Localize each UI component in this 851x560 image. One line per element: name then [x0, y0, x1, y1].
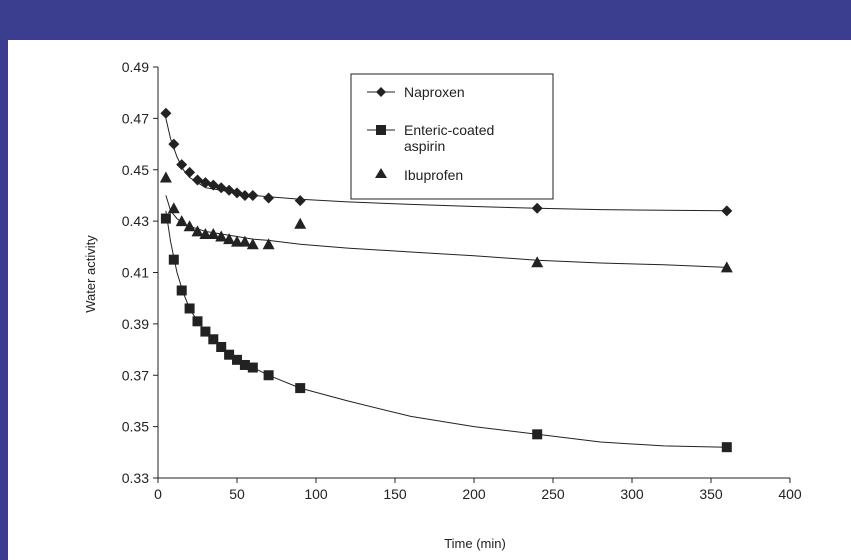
point-ibuprofen [231, 235, 243, 247]
point-enteric-coated-aspirin [208, 334, 219, 345]
point-enteric-coated-aspirin [532, 429, 543, 440]
point-naproxen [263, 192, 275, 204]
x-tick-label: 400 [778, 486, 802, 502]
x-tick-label: 100 [304, 486, 328, 502]
legend-marker-naproxen [376, 87, 386, 97]
point-naproxen [294, 195, 306, 207]
point-ibuprofen [246, 238, 259, 250]
point-enteric-coated-aspirin [247, 362, 258, 373]
point-naproxen [184, 166, 196, 178]
x-tick-label: 250 [541, 486, 565, 502]
point-enteric-coated-aspirin [224, 349, 235, 360]
point-ibuprofen [167, 202, 180, 214]
point-ibuprofen [199, 227, 212, 239]
point-ibuprofen [238, 235, 251, 247]
point-naproxen [176, 159, 188, 171]
point-enteric-coated-aspirin [216, 341, 227, 352]
legend-label-naproxen: Naproxen [404, 84, 465, 100]
point-enteric-coated-aspirin [200, 326, 211, 337]
point-enteric-coated-aspirin [160, 213, 171, 224]
y-tick-label: 0.47 [122, 110, 149, 126]
header-band [0, 0, 851, 40]
point-ibuprofen [175, 215, 188, 227]
legend: Naproxen Enteric-coated aspirin Ibuprofe… [350, 73, 554, 200]
y-tick-label: 0.43 [122, 213, 149, 229]
y-ticks: 0.33 0.35 0.37 0.39 0.41 0.43 0.45 0.47 0.49 [122, 59, 158, 486]
data-points [159, 107, 733, 453]
x-tick-label: 150 [383, 486, 407, 502]
legend-label-aspirin: Enteric-coated aspirin [404, 122, 498, 154]
point-enteric-coated-aspirin [263, 370, 274, 381]
legend-marker-aspirin [376, 125, 386, 135]
point-enteric-coated-aspirin [168, 254, 179, 265]
point-ibuprofen [159, 171, 172, 183]
x-tick-label: 350 [699, 486, 723, 502]
y-tick-label: 0.45 [122, 162, 149, 178]
legend-marker-ibuprofen [375, 168, 387, 178]
point-ibuprofen [294, 217, 307, 229]
y-tick-label: 0.41 [122, 265, 149, 281]
point-naproxen [168, 138, 180, 150]
x-tick-label: 300 [620, 486, 644, 502]
x-tick-label: 50 [229, 486, 245, 502]
point-enteric-coated-aspirin [232, 354, 242, 365]
y-tick-label: 0.33 [122, 470, 149, 486]
left-band [0, 40, 8, 560]
point-enteric-coated-aspirin [176, 285, 187, 296]
point-enteric-coated-aspirin [192, 316, 203, 327]
point-enteric-coated-aspirin [184, 303, 195, 314]
point-enteric-coated-aspirin [295, 383, 306, 394]
legend-label-ibuprofen: Ibuprofen [404, 167, 463, 183]
point-ibuprofen [191, 225, 204, 237]
point-ibuprofen [262, 238, 275, 250]
x-tick-label: 0 [154, 486, 162, 502]
y-tick-label: 0.39 [122, 316, 149, 332]
y-axis-title: Water activity [83, 235, 98, 313]
y-tick-label: 0.35 [122, 419, 149, 435]
point-naproxen [721, 205, 733, 217]
point-enteric-coated-aspirin [721, 442, 732, 453]
point-ibuprofen [207, 227, 220, 239]
point-naproxen [239, 189, 251, 201]
x-ticks: 0 50 100 150 200 250 300 350 400 [154, 478, 802, 502]
point-ibuprofen [720, 261, 733, 273]
x-tick-label: 200 [462, 486, 486, 502]
y-tick-label: 0.37 [122, 367, 149, 383]
point-ibuprofen [215, 230, 228, 242]
x-axis-title: Time (min) [444, 536, 506, 551]
y-tick-label: 0.49 [122, 59, 149, 75]
point-ibuprofen [183, 220, 196, 232]
point-naproxen [160, 107, 172, 119]
legend-box [350, 73, 554, 200]
point-ibuprofen [531, 256, 544, 268]
fit-curve-ibuprofen [165, 195, 727, 268]
point-enteric-coated-aspirin [239, 359, 250, 370]
point-naproxen [531, 202, 543, 214]
point-ibuprofen [223, 233, 236, 245]
point-naproxen [247, 189, 259, 201]
